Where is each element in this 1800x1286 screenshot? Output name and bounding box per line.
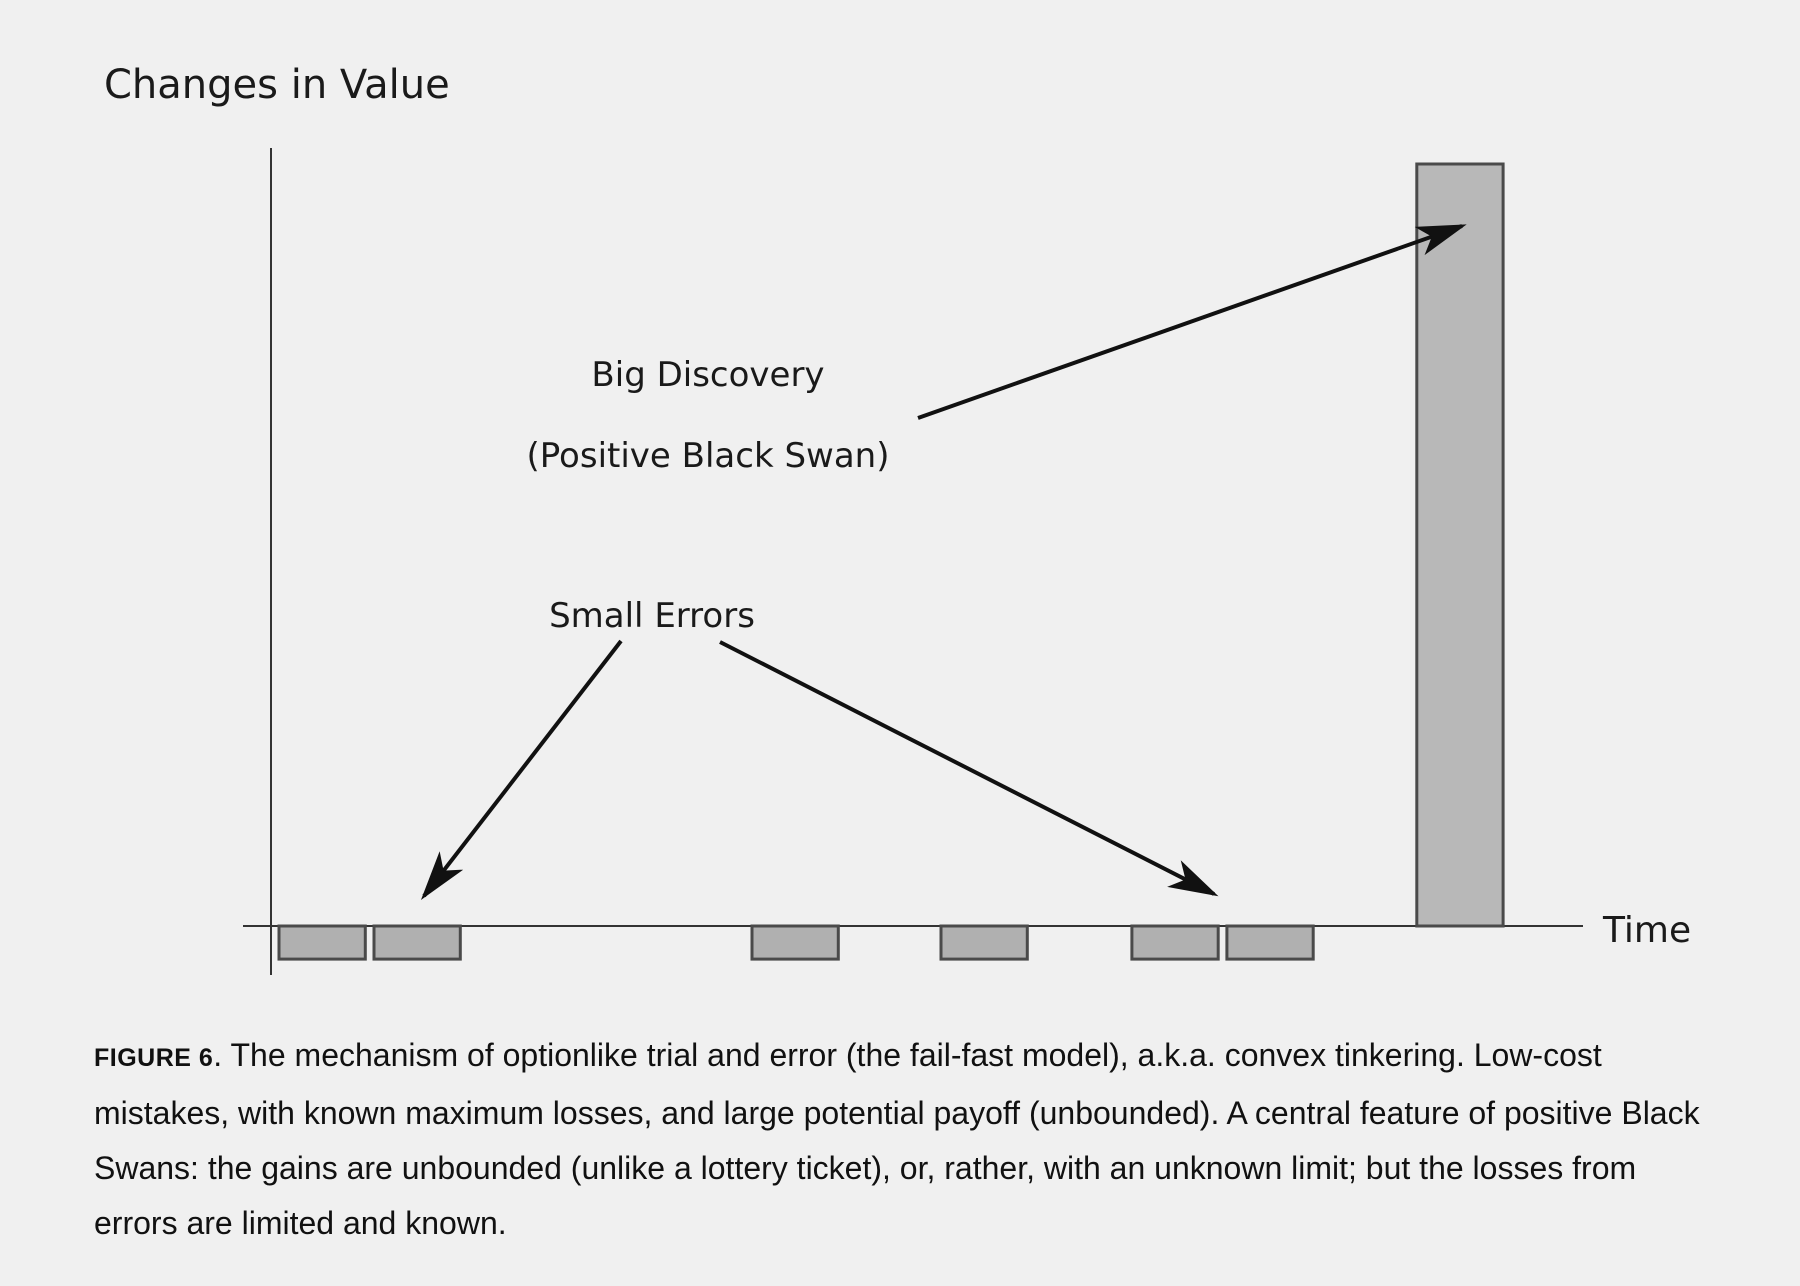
caption-text: . The mechanism of optionlike trial and …: [94, 1037, 1700, 1241]
small-error-bar-2: [372, 924, 462, 961]
arrow-to-big-discovery: [917, 224, 1467, 420]
figure-label: FIGURE 6: [94, 1044, 214, 1072]
arrow-to-left-small-error: [420, 639, 623, 900]
big-discovery-label: Big Discovery: [591, 355, 824, 395]
small-error-bar-5: [1130, 924, 1220, 961]
small-error-bar-3: [750, 924, 840, 961]
small-errors-label: Small Errors: [549, 596, 755, 636]
x-axis-title: Time: [1602, 910, 1691, 951]
convex-tinkering-chart: Changes in Value Time Big Discovery (Pos…: [104, 62, 1691, 975]
bar-group: [277, 162, 1505, 961]
positive-black-swan-label: (Positive Black Swan): [527, 436, 890, 476]
arrow-to-right-small-error: [719, 640, 1219, 897]
small-error-bar-4: [939, 924, 1029, 961]
figure-caption: FIGURE 6. The mechanism of optionlike tr…: [94, 1028, 1714, 1251]
y-axis-title: Changes in Value: [104, 62, 450, 108]
small-error-bar-6: [1225, 924, 1315, 961]
big-discovery-bar: [1415, 162, 1505, 928]
small-error-bar-1: [277, 924, 367, 961]
